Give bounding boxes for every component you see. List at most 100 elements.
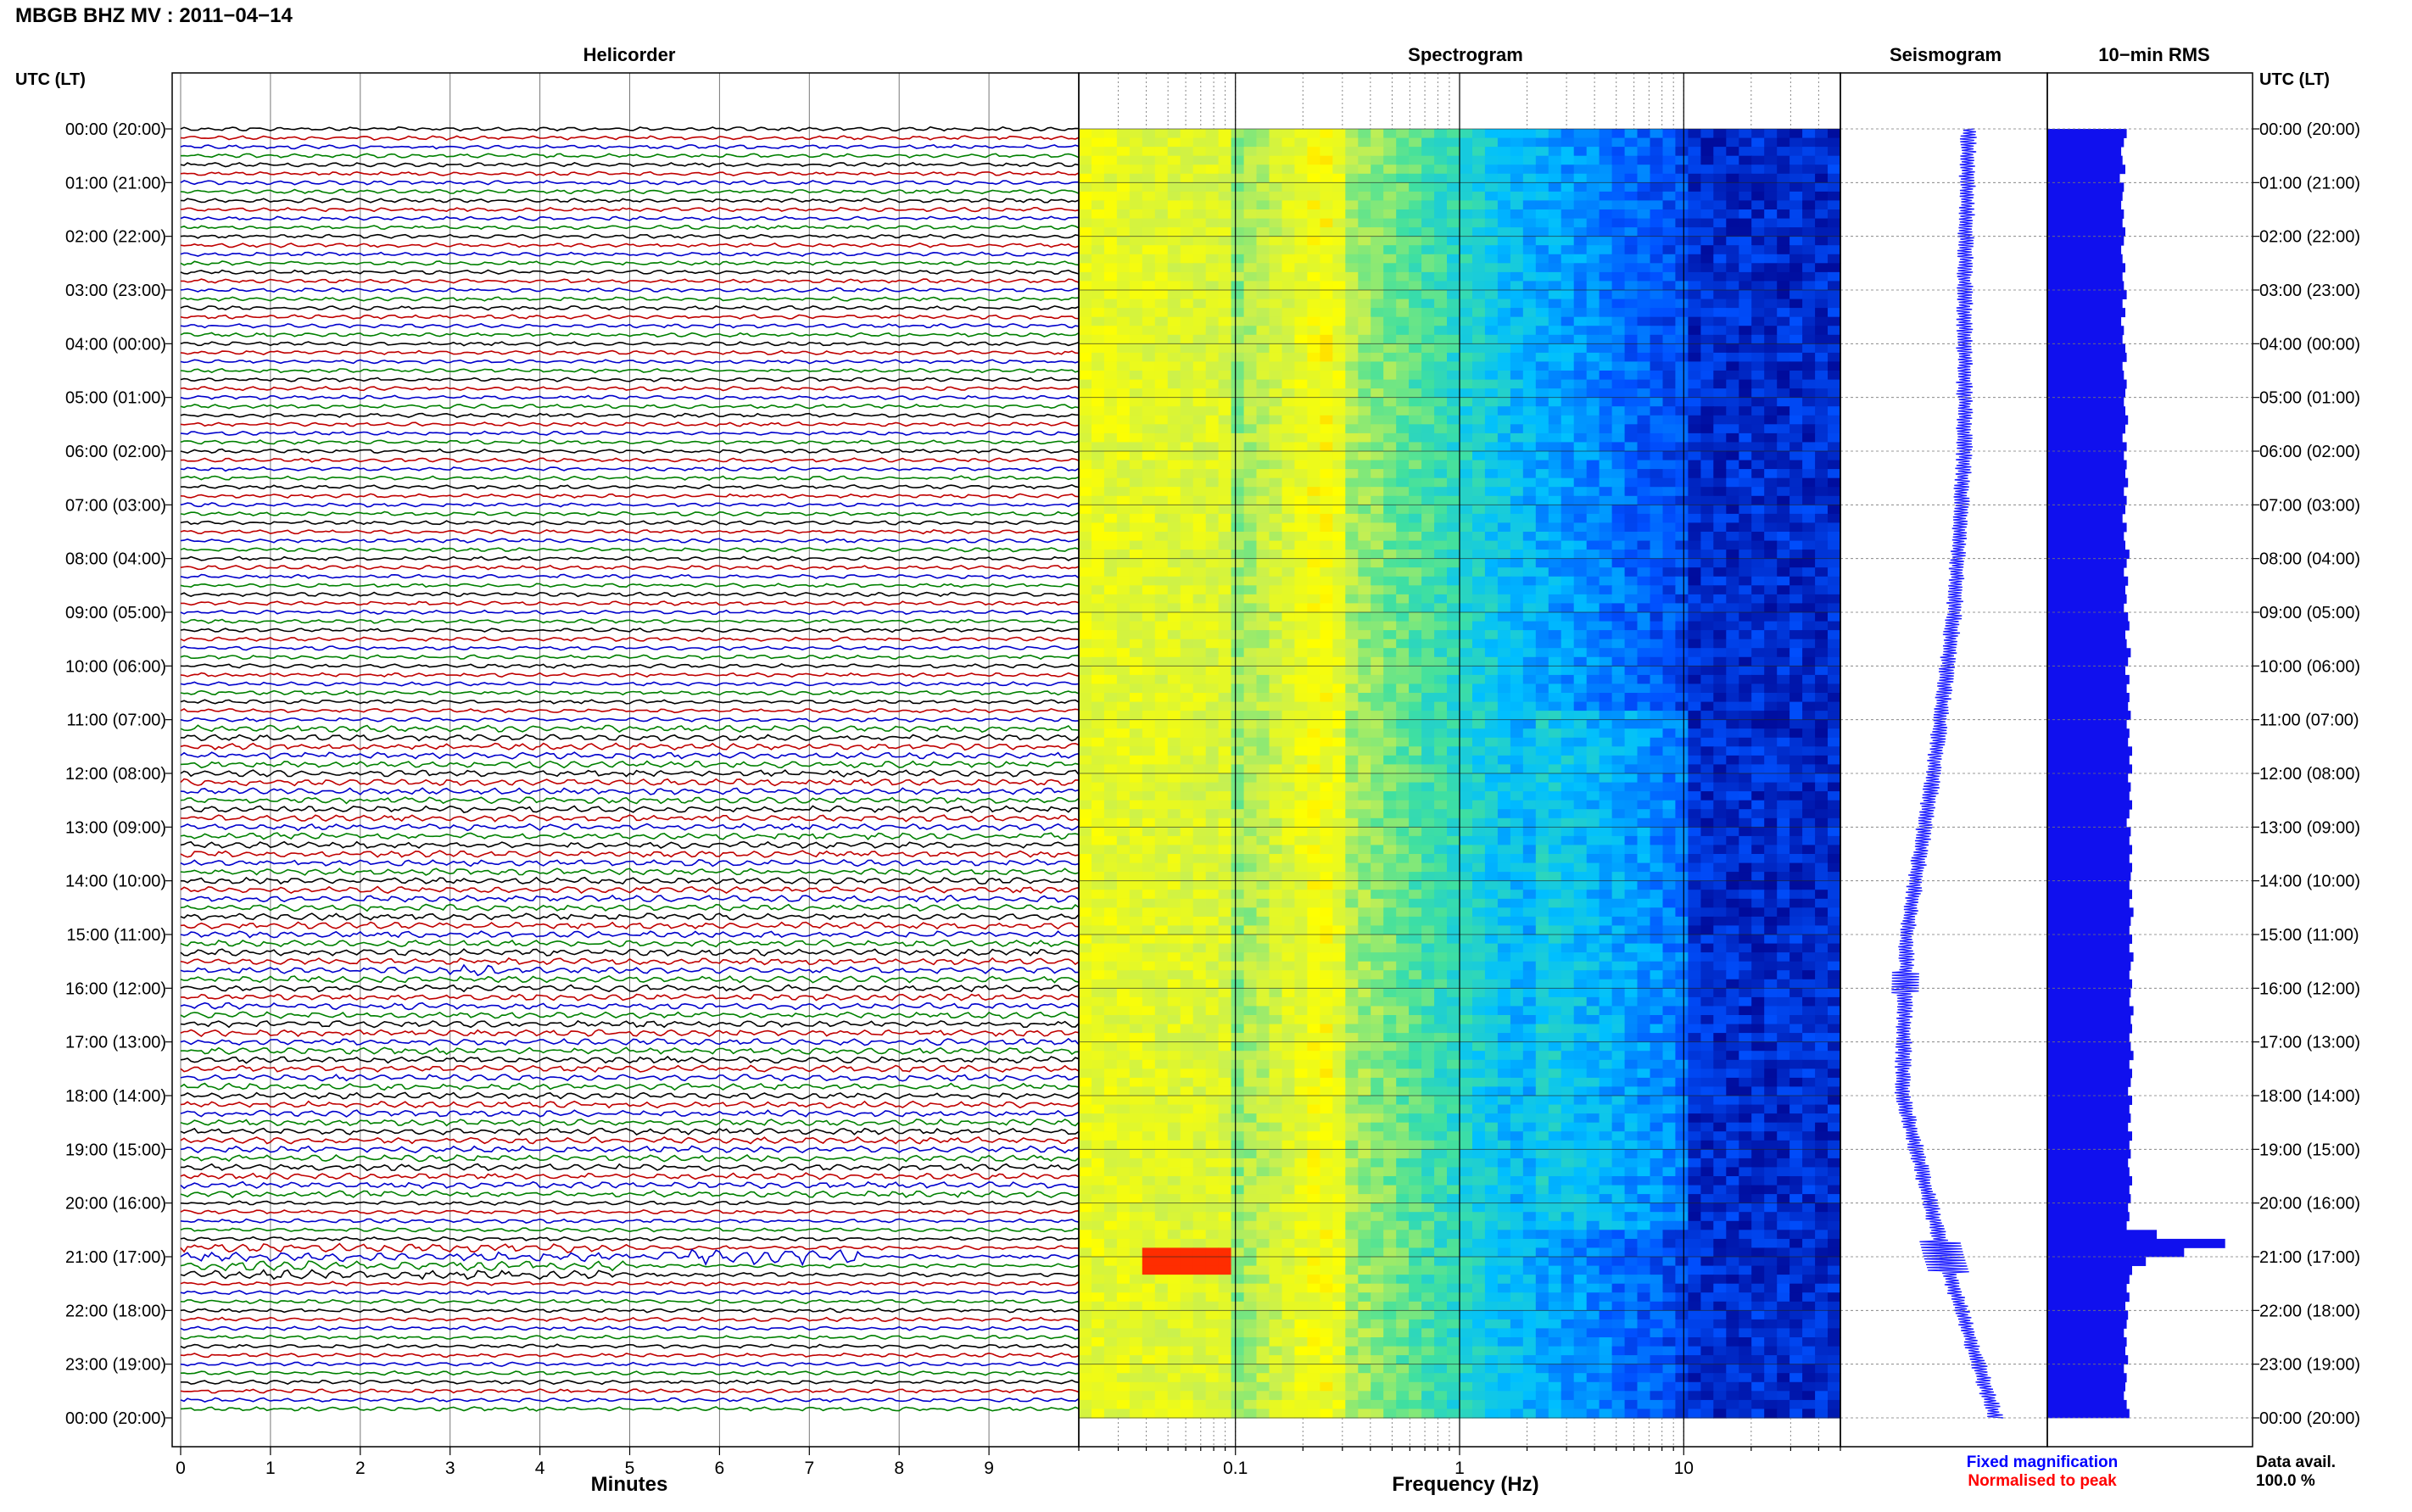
- spectrogram-cell: [1345, 272, 1359, 282]
- spectrogram-cell: [1332, 398, 1346, 407]
- spectrogram-cell: [1561, 693, 1575, 702]
- spectrogram-cell: [1219, 550, 1232, 559]
- spectrogram-cell: [1104, 281, 1118, 290]
- spectrogram-cell: [1828, 791, 1841, 801]
- spectrogram-cell: [1574, 281, 1588, 290]
- spectrogram-cell: [1282, 577, 1296, 586]
- spectrogram-cell: [1600, 442, 1613, 451]
- spectrogram-cell: [1713, 406, 1727, 416]
- spectrogram-cell: [1460, 594, 1473, 604]
- spectrogram-cell: [1358, 451, 1371, 460]
- spectrogram-cell: [1612, 809, 1626, 818]
- spectrogram-cell: [1587, 648, 1600, 657]
- spectrogram-cell: [1383, 433, 1397, 443]
- spectrogram-cell: [1675, 577, 1689, 586]
- spectrogram-cell: [1219, 836, 1232, 845]
- spectrogram-cell: [1485, 460, 1499, 470]
- spectrogram-cell: [1472, 353, 1486, 362]
- spectrogram-cell: [1396, 254, 1410, 264]
- spectrogram-cell: [1282, 281, 1296, 290]
- spectrogram-cell: [1104, 469, 1118, 478]
- spectrogram-cell: [1244, 433, 1258, 443]
- spectrogram-cell: [1307, 469, 1320, 478]
- spectrogram-cell: [1409, 496, 1422, 505]
- spectrogram-cell: [1612, 129, 1626, 138]
- spectrogram-cell: [1612, 764, 1626, 773]
- spectrogram-cell: [1498, 594, 1511, 604]
- spectrogram-cell: [1764, 657, 1778, 667]
- spectrogram-cell: [1574, 603, 1588, 612]
- spectrogram-cell: [1447, 791, 1460, 801]
- spectrogram-cell: [1587, 532, 1600, 541]
- spectrogram-cell: [1802, 416, 1816, 425]
- spectrogram-cell: [1650, 335, 1664, 344]
- spectrogram-cell: [1713, 550, 1727, 559]
- spectrogram-cell: [1307, 577, 1320, 586]
- spectrogram-cell: [1130, 192, 1143, 201]
- spectrogram-cell: [1777, 764, 1790, 773]
- spectrogram-cell: [1498, 156, 1511, 165]
- spectrogram-cell: [1206, 237, 1220, 246]
- spectrogram-cell: [1206, 398, 1220, 407]
- spectrogram-cell: [1536, 648, 1549, 657]
- spectrogram-cell: [1409, 845, 1422, 854]
- spectrogram-cell: [1802, 783, 1816, 792]
- spectrogram-cell: [1332, 406, 1346, 416]
- spectrogram-cell: [1828, 783, 1841, 792]
- spectrogram-cell: [1789, 398, 1803, 407]
- spectrogram-cell: [1383, 683, 1397, 693]
- spectrogram-cell: [1802, 156, 1816, 165]
- spectrogram-cell: [1294, 416, 1308, 425]
- spectrogram-cell: [1625, 398, 1639, 407]
- spectrogram-cell: [1485, 200, 1499, 209]
- spectrogram-cell: [1510, 630, 1524, 639]
- spectrogram-cell: [1206, 657, 1220, 667]
- spectrogram-cell: [1421, 388, 1435, 398]
- spectrogram-cell: [1587, 433, 1600, 443]
- spectrogram-cell: [1663, 371, 1677, 380]
- spectrogram-cell: [1536, 622, 1549, 631]
- spectrogram-cell: [1561, 326, 1575, 335]
- spectrogram-cell: [1536, 156, 1549, 165]
- spectrogram-cell: [1434, 326, 1448, 335]
- spectrogram-cell: [1155, 809, 1169, 818]
- spectrogram-cell: [1409, 380, 1422, 389]
- spectrogram-cell: [1472, 603, 1486, 612]
- spectrogram-cell: [1447, 783, 1460, 792]
- spectrogram-cell: [1688, 648, 1701, 657]
- spectrogram-cell: [1612, 245, 1626, 254]
- spectrogram-cell: [1371, 764, 1384, 773]
- spectrogram-cell: [1117, 541, 1131, 550]
- spectrogram-cell: [1270, 406, 1283, 416]
- spectrogram-cell: [1600, 451, 1613, 460]
- spectrogram-cell: [1523, 219, 1537, 228]
- spectrogram-cell: [1104, 326, 1118, 335]
- spectrogram-cell: [1650, 791, 1664, 801]
- spectrogram-cell: [1282, 478, 1296, 488]
- spectrogram-cell: [1168, 263, 1181, 272]
- spectrogram-cell: [1485, 505, 1499, 514]
- spectrogram-cell: [1536, 416, 1549, 425]
- spectrogram-cell: [1789, 182, 1803, 192]
- spectrogram-cell: [1270, 254, 1283, 264]
- spectrogram-cell: [1130, 683, 1143, 693]
- spectrogram-cell: [1498, 433, 1511, 443]
- spectrogram-cell: [1294, 801, 1308, 810]
- spectrogram-cell: [1802, 254, 1816, 264]
- spectrogram-cell: [1726, 791, 1739, 801]
- spectrogram-cell: [1574, 585, 1588, 594]
- spectrogram-cell: [1549, 801, 1562, 810]
- spectrogram-cell: [1332, 299, 1346, 309]
- spectrogram-cell: [1244, 398, 1258, 407]
- spectrogram-cell: [1206, 442, 1220, 451]
- spectrogram-cell: [1079, 522, 1092, 532]
- spectrogram-cell: [1371, 219, 1384, 228]
- spectrogram-cell: [1574, 200, 1588, 209]
- spectrogram-cell: [1130, 129, 1143, 138]
- spectrogram-cell: [1789, 388, 1803, 398]
- spectrogram-cell: [1270, 836, 1283, 845]
- spectrogram-cell: [1434, 200, 1448, 209]
- spectrogram-cell: [1828, 612, 1841, 622]
- spectrogram-cell: [1282, 361, 1296, 371]
- spectrogram-cell: [1345, 818, 1359, 828]
